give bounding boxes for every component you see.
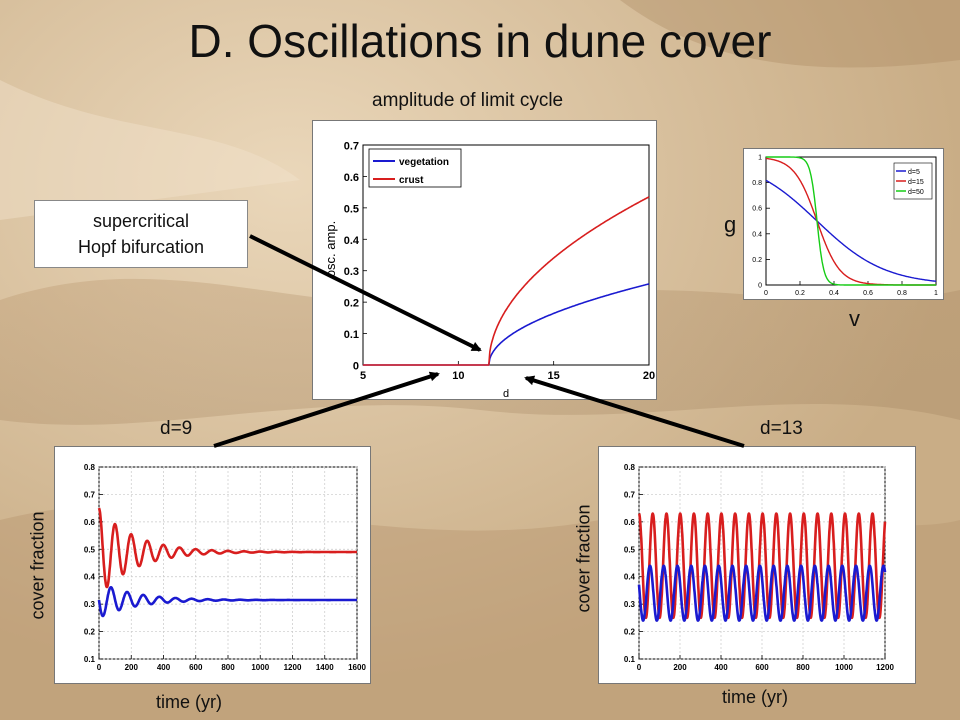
x-tick-label: 20 — [643, 370, 655, 382]
g-plot: 0 0.2 0.4 0.6 0.8 1 0 0.2 0.4 0.6 0.8 1 d=5 d=15 d=50 — [743, 148, 944, 300]
amplitude-caption: amplitude of limit cycle — [372, 90, 564, 111]
left-ylabel: cover fraction — [27, 511, 48, 620]
callout-line-2: Hopf bifurcation — [77, 237, 205, 257]
x-tick-label: 1600 — [348, 663, 366, 672]
x-tick-label: 5 — [360, 370, 366, 382]
legend-label: d=50 — [908, 189, 924, 196]
x-tick-label: 0.2 — [795, 290, 805, 297]
slide-title: D. Oscillations in dune cover — [188, 15, 772, 67]
y-tick-label: 0.3 — [84, 600, 96, 609]
g-chart-svg: 0 0.2 0.4 0.6 0.8 1 0 0.2 0.4 0.6 0.8 1 d=5 d=15 d=50 — [752, 155, 938, 298]
series-blue — [97, 586, 359, 618]
x-tick-label: 400 — [157, 663, 171, 672]
legend-label: crust — [399, 175, 424, 186]
y-tick-label: 0.8 — [752, 180, 762, 187]
y-tick-label: 0.4 — [624, 573, 636, 582]
y-tick-label: 0.4 — [344, 235, 360, 247]
left-xlabel: time (yr) — [156, 692, 222, 712]
callout-line-1: supercritical — [92, 211, 190, 231]
series-blue — [637, 564, 887, 622]
x-tick-label: 600 — [755, 663, 769, 672]
y-tick-label: 0 — [758, 283, 762, 290]
x-tick-label: 1400 — [316, 663, 334, 672]
x-tick-label: 15 — [548, 370, 560, 382]
x-tick-label: 10 — [452, 370, 464, 382]
y-tick-label: 0.1 — [84, 655, 96, 664]
timeseries-d9-plot: 0 200 400 600 800 1000 1200 1400 1600 0.1 0.2 0.3 0.… — [54, 446, 371, 684]
y-tick-label: 1 — [758, 155, 762, 162]
x-tick-label: 0 — [764, 290, 768, 297]
y-tick-label: 0.7 — [624, 490, 636, 499]
series-red — [637, 512, 887, 620]
y-tick-label: 0.3 — [344, 266, 359, 278]
amplitude-chart-svg: 5 10 15 20 0 0.1 0.2 0.3 0.4 0.5 0.6 0.7 vegetation c… — [323, 141, 655, 401]
y-tick-label: 0.7 — [84, 490, 96, 499]
y-tick-label: 0.5 — [624, 545, 636, 554]
x-tick-label: 1000 — [251, 663, 269, 672]
y-tick-label: 0 — [353, 361, 359, 373]
y-axis-label: osc. amp. — [323, 221, 338, 277]
y-tick-label: 0.6 — [344, 172, 359, 184]
x-tick-label: 1000 — [835, 663, 853, 672]
y-tick-label: 0.6 — [752, 206, 762, 213]
x-tick-label: 1200 — [284, 663, 302, 672]
series-red — [97, 507, 359, 589]
x-tick-label: 800 — [796, 663, 810, 672]
x-tick-label: 0 — [637, 663, 642, 672]
y-tick-label: 0.8 — [84, 463, 96, 472]
y-tick-label: 0.8 — [624, 463, 636, 472]
y-tick-label: 0.4 — [84, 573, 96, 582]
x-tick-label: 200 — [125, 663, 139, 672]
y-tick-label: 0.2 — [84, 628, 96, 637]
x-tick-label: 800 — [221, 663, 235, 672]
x-axis-label: d — [503, 388, 509, 400]
legend-label: d=5 — [908, 169, 920, 176]
x-tick-label: 0.8 — [897, 290, 907, 297]
right-ylabel: cover fraction — [573, 504, 594, 613]
timeseries-d9-svg: 0 200 400 600 800 1000 1200 1400 1600 0.1 0.2 0.3 0.… — [84, 463, 367, 672]
y-tick-label: 0.6 — [624, 518, 636, 527]
x-tick-label: 1200 — [876, 663, 894, 672]
hopf-callout: supercritical Hopf bifurcation — [34, 200, 248, 268]
v-axis-label: v — [849, 306, 860, 331]
legend: vegetation crust — [368, 148, 462, 188]
y-tick-label: 0.3 — [624, 600, 636, 609]
series-d=50 — [766, 156, 936, 286]
d9-caption: d=9 — [160, 418, 193, 439]
timeseries-d13-svg: 0 200 400 600 800 1000 1200 0.1 0.2 0.3 0.4 0.5 0.6 0… — [624, 463, 895, 672]
g-axis-label: g — [724, 212, 737, 237]
legend-box — [368, 148, 462, 188]
y-tick-label: 0.1 — [344, 329, 359, 341]
amplitude-plot: 5 10 15 20 0 0.1 0.2 0.3 0.4 0.5 0.6 0.7 vegetation c… — [312, 120, 657, 400]
legend: d=5 d=15 d=50 — [893, 162, 933, 200]
y-tick-label: 0.5 — [344, 203, 359, 215]
right-xlabel: time (yr) — [722, 687, 788, 707]
legend-label: d=15 — [908, 179, 924, 186]
timeseries-d13-plot: 0 200 400 600 800 1000 1200 0.1 0.2 0.3 0.4 0.5 0.6 0… — [598, 446, 916, 684]
x-tick-label: 400 — [714, 663, 728, 672]
x-tick-label: 0 — [97, 663, 102, 672]
y-tick-label: 0.6 — [84, 518, 96, 527]
y-tick-label: 0.2 — [344, 298, 359, 310]
y-tick-label: 0.5 — [84, 545, 96, 554]
y-tick-label: 0.2 — [624, 628, 636, 637]
x-tick-label: 200 — [673, 663, 687, 672]
x-tick-label: 0.4 — [829, 290, 839, 297]
y-tick-label: 0.1 — [624, 655, 636, 664]
y-tick-label: 0.7 — [344, 141, 359, 153]
y-tick-label: 0.4 — [752, 231, 762, 238]
series-crust — [363, 196, 650, 366]
x-tick-label: 1 — [934, 290, 938, 297]
d13-caption: d=13 — [760, 418, 803, 439]
legend-label: vegetation — [399, 157, 449, 168]
series-d=5 — [765, 179, 936, 282]
x-tick-label: 0.6 — [863, 290, 873, 297]
x-tick-label: 600 — [189, 663, 203, 672]
y-tick-label: 0.2 — [752, 257, 762, 264]
